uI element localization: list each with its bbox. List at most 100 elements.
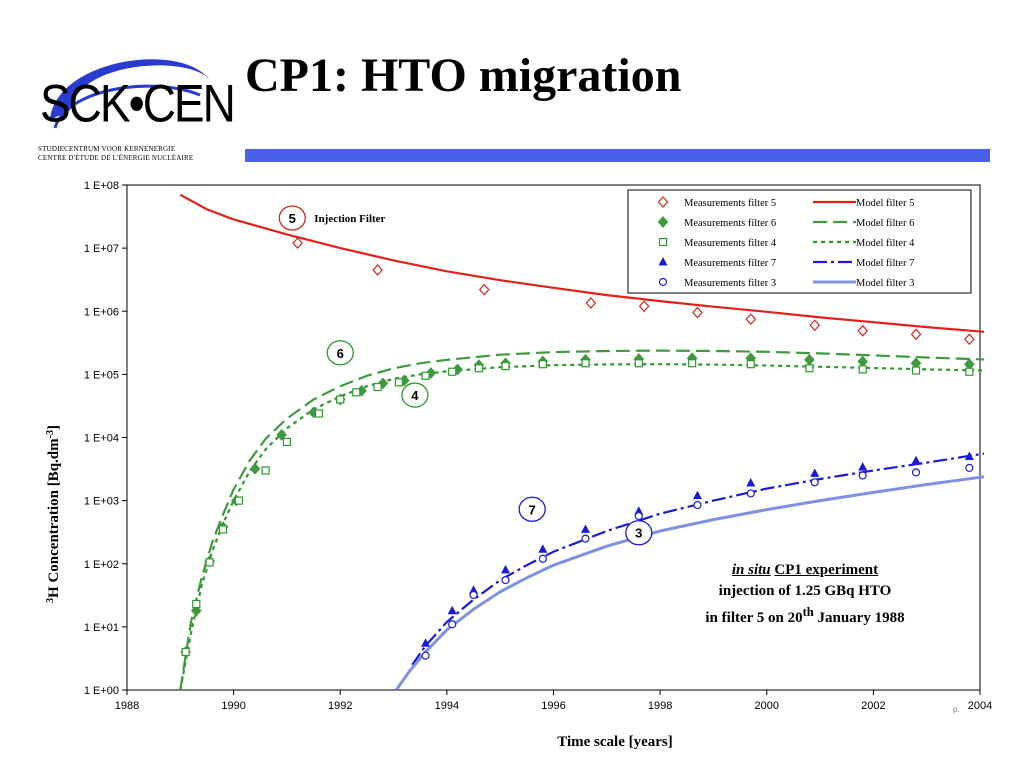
y-tick-label: 1 E+01 (84, 622, 119, 634)
data-point (857, 355, 869, 368)
data-point (421, 638, 431, 647)
data-point (965, 463, 974, 472)
series-line-model-filter-3 (394, 475, 984, 690)
y-label-sup: 3 (45, 598, 56, 603)
sck-cen-logo (30, 50, 230, 168)
annotation-circle (278, 205, 306, 231)
data-point (190, 604, 202, 617)
y-label-main: H Concentration [Bq.dm (46, 438, 62, 598)
note-line3-b: January 1988 (813, 610, 905, 626)
x-tick-label: 1998 (648, 700, 672, 712)
legend: Measurements filter 5 Measurements filter… (627, 189, 972, 294)
legend-entry: Measurements filter 3 (684, 278, 776, 289)
annotation-circle (625, 520, 653, 546)
legend-entry: Measurements filter 6 (684, 218, 776, 229)
data-point (692, 490, 702, 500)
data-point (638, 300, 650, 313)
data-point (964, 333, 975, 346)
logo-swoosh-icon (50, 59, 210, 129)
x-tick-label: 1994 (435, 700, 459, 712)
x-tick-label: 1992 (328, 700, 352, 712)
legend-marker (658, 277, 668, 287)
data-point (692, 306, 703, 319)
data-point (805, 364, 814, 373)
data-point (585, 297, 597, 309)
legend-marker (657, 196, 669, 208)
data-point (276, 428, 287, 441)
data-point (447, 605, 457, 615)
annotation-label: 4 (411, 388, 419, 403)
data-point (538, 360, 547, 369)
data-point (478, 283, 490, 296)
y-tick-label: 1 E+04 (84, 433, 119, 445)
data-point (693, 500, 702, 510)
data-point (448, 367, 457, 376)
annotation-label: 7 (529, 502, 536, 517)
legend-marker (658, 257, 668, 266)
annotation-circle (326, 340, 354, 366)
page-number: p. (953, 705, 960, 714)
x-axis-label: Time scale [years] (557, 734, 673, 750)
data-point (911, 468, 921, 477)
data-point (394, 378, 403, 387)
y-tick-label: 1 E+02 (84, 559, 119, 571)
x-tick-label: 1990 (221, 700, 245, 712)
data-point (205, 558, 214, 567)
data-point (858, 471, 867, 480)
y-tick-label: 1 E+03 (84, 496, 119, 508)
series-lines (179, 193, 984, 690)
data-point (448, 620, 457, 629)
data-point (911, 366, 921, 375)
y-tick-label: 1 E+06 (84, 306, 119, 318)
y-label-end: ] (46, 425, 62, 430)
data-point (580, 524, 590, 533)
y-tick-label: 1 E+07 (84, 243, 119, 255)
legend-marker (657, 216, 669, 228)
legend-entry: Measurements filter 7 (684, 258, 776, 269)
data-point (474, 364, 483, 373)
legend-entry: Model filter 5 (856, 198, 914, 209)
data-point (581, 534, 590, 543)
data-point (745, 313, 757, 326)
legend-entry: Model filter 3 (856, 278, 914, 289)
data-point (810, 478, 819, 487)
data-point (857, 324, 869, 337)
data-point (911, 455, 921, 465)
x-axis-ticks: 1988 1990 1992 1994 1996 1998 2000 2002 2004 (115, 690, 992, 712)
annotation-label: 5 (289, 211, 296, 226)
hto-chart: 1 E+00 1 E+01 1 E+02 1 E+03 1 E+04 1 E+05 1 E+… (45, 180, 993, 750)
series-line-model-filter-5 (179, 193, 984, 333)
x-tick-label: 2002 (861, 700, 885, 712)
data-point (421, 651, 430, 660)
data-point (746, 360, 755, 369)
annotation-label: 6 (337, 346, 344, 361)
data-point (634, 359, 643, 368)
data-point (746, 489, 755, 498)
x-tick-label: 1996 (541, 700, 565, 712)
data-point (538, 554, 547, 563)
legend-entry: Measurements filter 5 (684, 198, 776, 209)
slide-title: CP1: HTO migration (245, 49, 682, 102)
data-point (373, 382, 382, 392)
note-line2: injection of 1.25 GBq HTO (718, 583, 892, 599)
legend-entry: Model filter 7 (856, 258, 914, 269)
y-label-sup2: -3 (45, 430, 56, 438)
data-point (336, 395, 345, 404)
legend-marker (658, 237, 668, 247)
series-line-model-filter-4 (179, 363, 984, 690)
data-point (746, 478, 756, 487)
data-point (261, 466, 270, 475)
data-point (234, 496, 244, 505)
data-point (634, 511, 643, 521)
data-point (538, 544, 548, 553)
y-tick-label: 1 E+00 (84, 685, 119, 697)
y-axis-ticks: 1 E+00 1 E+01 1 E+02 1 E+03 1 E+04 1 E+05 1 E+… (84, 180, 127, 697)
data-point (377, 377, 389, 390)
data-point (964, 451, 974, 461)
data-point (282, 437, 292, 447)
logo-subtitle-line1: STUDIECENTRUM VOOR KERNENERGIE (38, 145, 176, 153)
annotation-circle (518, 496, 546, 522)
logo-subtitle-line2: CENTRE D'ÉTUDE DE L'ÉNERGIE NUCLÉAIRE (38, 154, 194, 162)
data-point (910, 328, 922, 341)
data-point (501, 564, 511, 574)
